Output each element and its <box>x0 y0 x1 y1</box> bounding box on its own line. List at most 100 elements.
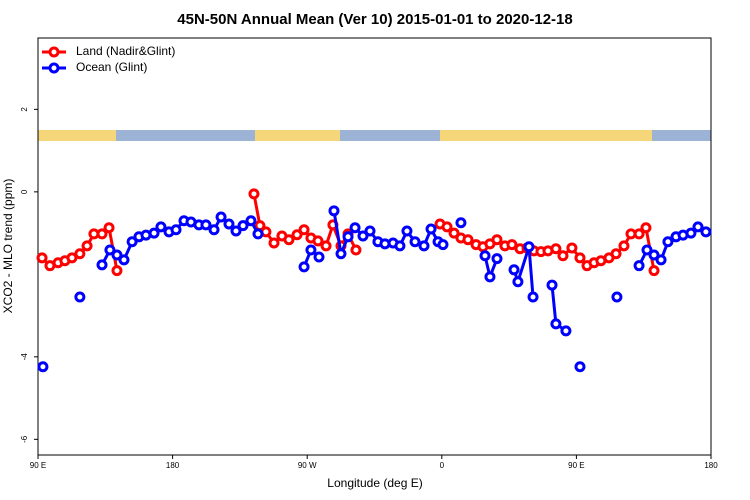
chart-title: 45N-50N Annual Mean (Ver 10) 2015-01-01 … <box>177 11 572 28</box>
data-point <box>208 224 220 236</box>
data-point <box>394 240 406 252</box>
x-tick-label: 180 <box>166 461 180 470</box>
data-point <box>550 243 562 255</box>
ocean-band <box>652 130 711 141</box>
data-point <box>566 242 578 254</box>
data-point <box>223 218 235 230</box>
data-point <box>611 291 623 303</box>
legend-marker <box>48 46 60 58</box>
data-point <box>291 229 303 241</box>
y-tick-label: -4 <box>20 353 29 361</box>
data-point <box>111 249 123 261</box>
data-point <box>283 234 295 246</box>
data-point <box>462 234 474 246</box>
data-point <box>245 215 257 227</box>
legend-label: Ocean (Glint) <box>76 60 147 74</box>
data-point <box>170 224 182 236</box>
data-point <box>557 250 569 262</box>
data-point <box>648 265 660 277</box>
data-point <box>437 239 449 251</box>
data-point <box>350 244 362 256</box>
data-point <box>655 254 667 266</box>
data-point <box>104 244 116 256</box>
data-point <box>491 253 503 265</box>
data-point <box>550 318 562 330</box>
data-point <box>508 264 520 276</box>
data-point <box>96 259 108 271</box>
legend-marker <box>48 62 60 74</box>
ocean-band <box>116 130 255 141</box>
data-point <box>298 224 310 236</box>
x-tick-label: 0 <box>440 461 445 470</box>
data-point <box>155 221 167 233</box>
data-point <box>574 361 586 373</box>
data-point <box>230 225 242 237</box>
land-ocean-strip <box>38 130 711 141</box>
data-point <box>237 220 249 232</box>
data-point <box>148 227 160 239</box>
data-point <box>700 226 712 238</box>
y-tick-label: -6 <box>20 435 29 443</box>
legend-label: Land (Nadir&Glint) <box>76 44 175 58</box>
data-point <box>118 254 130 266</box>
data-point <box>66 252 78 264</box>
data-point <box>401 225 413 237</box>
data-point <box>512 276 524 288</box>
data-point <box>126 236 138 248</box>
data-point <box>523 241 535 253</box>
data-point <box>364 225 376 237</box>
data-point <box>96 228 108 240</box>
data-point <box>418 240 430 252</box>
data-point <box>74 291 86 303</box>
data-point <box>455 217 467 229</box>
data-point <box>409 236 421 248</box>
data-point <box>248 188 260 200</box>
data-point <box>610 248 622 260</box>
data-point <box>200 219 212 231</box>
data-point <box>342 231 354 243</box>
data-point <box>633 260 645 272</box>
data-point <box>37 361 49 373</box>
data-point <box>692 221 704 233</box>
x-tick-label: 90 E <box>30 461 46 470</box>
data-point <box>320 240 332 252</box>
data-point <box>560 325 572 337</box>
data-point <box>313 251 325 263</box>
data-point <box>640 222 652 234</box>
data-point <box>546 279 558 291</box>
data-point <box>484 271 496 283</box>
data-point <box>633 228 645 240</box>
data-point <box>74 248 86 260</box>
data-point <box>491 234 503 246</box>
data-point <box>441 221 453 233</box>
data-point <box>662 236 674 248</box>
y-tick-label: 2 <box>20 107 29 112</box>
x-tick-label: 90 W <box>298 461 317 470</box>
data-point <box>527 291 539 303</box>
data-point <box>685 227 697 239</box>
data-point <box>506 239 518 251</box>
data-point <box>312 235 324 247</box>
x-axis-label: Longitude (deg E) <box>327 476 422 490</box>
data-point <box>268 237 280 249</box>
data-point <box>81 240 93 252</box>
data-point <box>648 249 660 261</box>
data-point <box>618 240 630 252</box>
data-point <box>448 227 460 239</box>
data-point <box>335 248 347 260</box>
data-point <box>479 250 491 262</box>
plot-frame <box>37 37 712 456</box>
data-point <box>36 252 48 264</box>
data-point <box>298 261 310 273</box>
y-axis-label: XCO2 - MLO trend (ppm) <box>1 179 15 314</box>
data-point <box>641 244 653 256</box>
data-point <box>357 230 369 242</box>
data-point <box>103 222 115 234</box>
x-tick-label: 180 <box>704 461 718 470</box>
x-tick-label: 90 E <box>568 461 584 470</box>
ocean-band <box>340 130 440 141</box>
data-point <box>305 244 317 256</box>
data-point <box>215 211 227 223</box>
data-point <box>574 252 586 264</box>
